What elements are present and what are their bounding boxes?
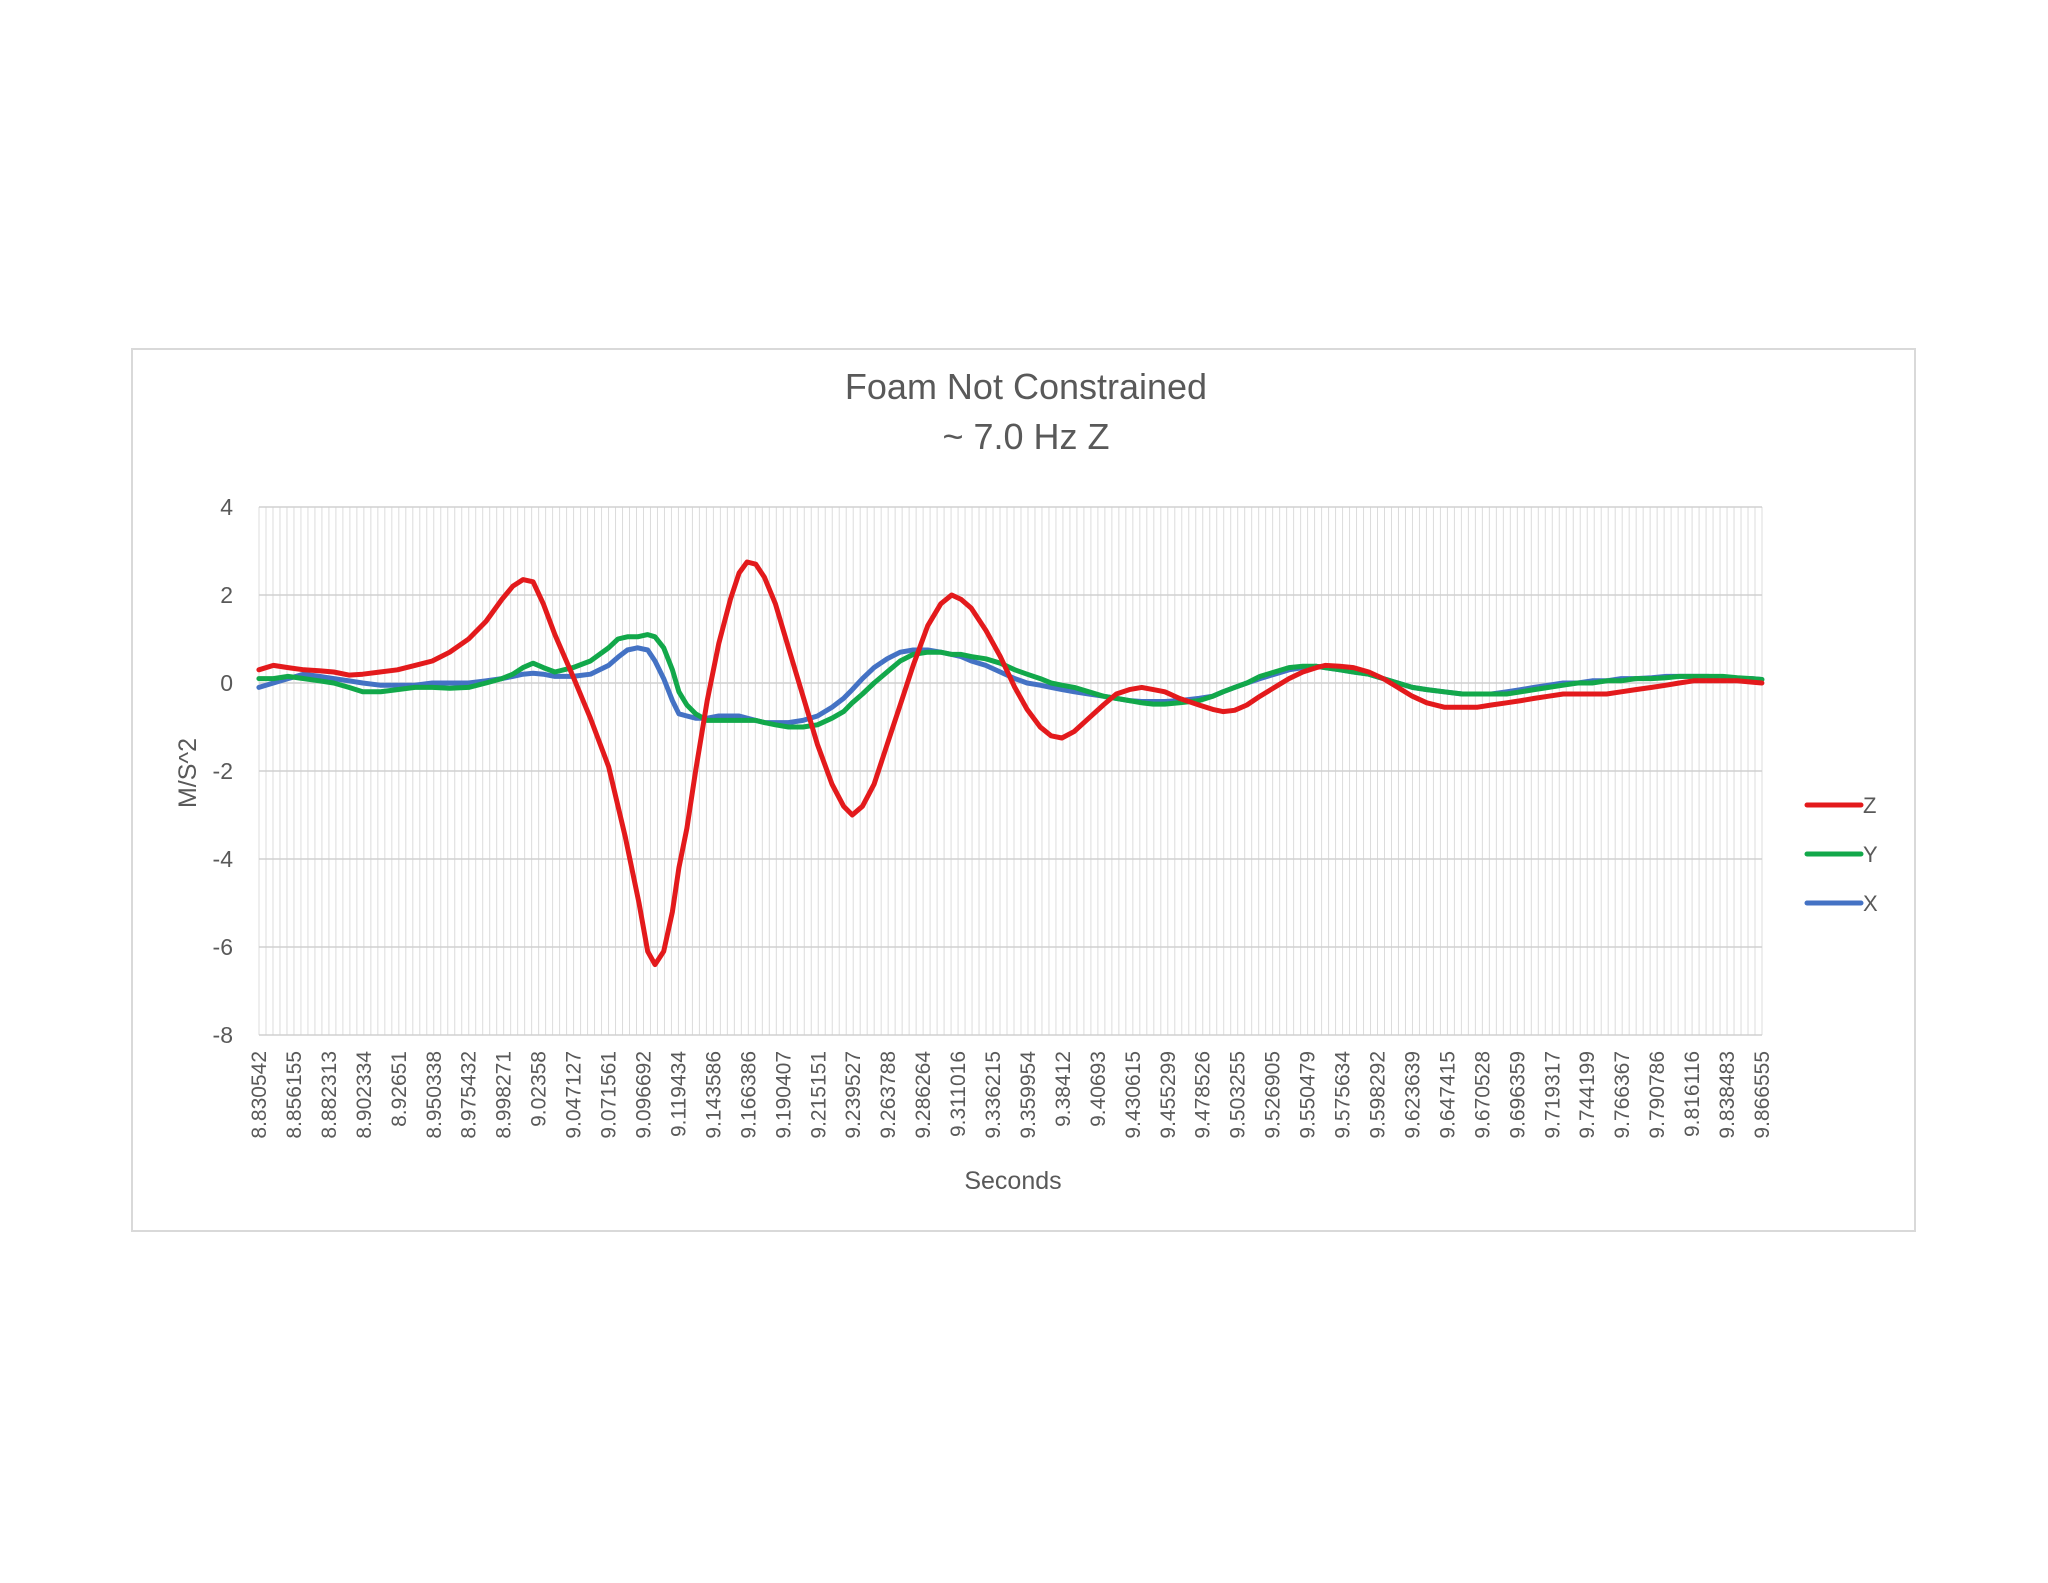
x-tick-label: 9.263788 bbox=[877, 1051, 900, 1139]
x-tick-label: 8.92651 bbox=[388, 1051, 411, 1127]
x-tick-label: 9.838483 bbox=[1716, 1051, 1739, 1139]
x-tick-label: 9.311016 bbox=[947, 1051, 970, 1137]
x-tick-label: 9.575634 bbox=[1332, 1051, 1355, 1139]
legend-label-y: Y bbox=[1863, 842, 1878, 867]
y-tick-label: -8 bbox=[213, 1022, 233, 1048]
y-tick-label: -4 bbox=[213, 846, 234, 872]
x-tick-label: 9.766367 bbox=[1611, 1051, 1634, 1139]
x-tick-label: 8.830542 bbox=[248, 1051, 271, 1139]
x-tick-label: 9.359954 bbox=[1017, 1051, 1040, 1139]
line-chart: Foam Not Constrained ~ 7.0 Hz Z 4 2 0 -2 -4 -… bbox=[174, 366, 1878, 1195]
x-tick-label: 9.623639 bbox=[1401, 1051, 1424, 1139]
x-axis-title: Seconds bbox=[964, 1167, 1061, 1195]
x-tick-label: 9.071561 bbox=[598, 1051, 621, 1139]
legend: ZYX bbox=[1804, 793, 1878, 916]
x-tick-label: 9.866555 bbox=[1751, 1051, 1774, 1139]
y-tick-label: 4 bbox=[220, 494, 233, 520]
series-line-z bbox=[256, 559, 1765, 968]
x-tick-label: 9.526905 bbox=[1262, 1051, 1285, 1139]
x-tick-label: 8.975432 bbox=[458, 1051, 481, 1139]
legend-label-x: X bbox=[1863, 891, 1878, 916]
y-tick-label: 0 bbox=[220, 670, 233, 696]
x-tick-label: 8.950338 bbox=[423, 1051, 446, 1139]
x-tick-label: 8.998271 bbox=[493, 1051, 516, 1139]
x-tick-label: 9.719317 bbox=[1541, 1051, 1564, 1139]
x-tick-label: 9.744199 bbox=[1576, 1051, 1599, 1139]
x-tick-label: 9.38412 bbox=[1052, 1051, 1075, 1127]
x-tick-label: 9.647415 bbox=[1436, 1051, 1459, 1139]
x-tick-label: 9.430615 bbox=[1122, 1051, 1145, 1139]
x-tick-label: 9.670528 bbox=[1471, 1051, 1494, 1139]
x-tick-label: 9.336215 bbox=[982, 1051, 1005, 1139]
x-tick-label: 9.40693 bbox=[1087, 1051, 1110, 1127]
legend-label-z: Z bbox=[1863, 793, 1876, 818]
x-tick-label: 9.215151 bbox=[807, 1051, 830, 1139]
x-tick-label: 9.816116 bbox=[1681, 1051, 1704, 1137]
y-tick-label: -2 bbox=[213, 758, 233, 784]
x-tick-label: 9.119434 bbox=[667, 1051, 690, 1137]
series-line-y bbox=[256, 632, 1765, 730]
gridlines bbox=[258, 506, 1763, 1036]
x-tick-label: 8.856155 bbox=[283, 1051, 306, 1139]
y-axis-ticks: 4 2 0 -2 -4 -6 -8 bbox=[213, 494, 234, 1048]
x-tick-label: 8.902334 bbox=[353, 1051, 376, 1139]
x-axis-ticks: 8.830542 8.856155 8.882313 8.902334 8.92651 8… bbox=[248, 1051, 1774, 1139]
x-tick-label: 9.550479 bbox=[1297, 1051, 1320, 1139]
chart-title: Foam Not Constrained bbox=[845, 366, 1207, 407]
x-tick-label: 9.239527 bbox=[842, 1051, 865, 1139]
x-tick-label: 9.047127 bbox=[563, 1051, 586, 1139]
x-tick-label: 9.790786 bbox=[1646, 1051, 1669, 1139]
x-tick-label: 8.882313 bbox=[318, 1051, 341, 1139]
y-tick-label: 2 bbox=[220, 582, 233, 608]
chart-frame: Foam Not Constrained ~ 7.0 Hz Z 4 2 0 -2 -4 -… bbox=[131, 348, 1916, 1232]
x-tick-label: 9.166386 bbox=[737, 1051, 760, 1139]
x-tick-label: 9.190407 bbox=[772, 1051, 795, 1139]
x-tick-label: 9.455299 bbox=[1157, 1051, 1180, 1139]
x-tick-label: 9.598292 bbox=[1367, 1051, 1390, 1139]
x-tick-label: 9.286264 bbox=[912, 1051, 935, 1139]
x-tick-label: 9.503255 bbox=[1227, 1051, 1250, 1139]
x-tick-label: 9.02358 bbox=[528, 1051, 551, 1127]
series-lines bbox=[256, 559, 1765, 968]
chart-subtitle: ~ 7.0 Hz Z bbox=[942, 416, 1109, 457]
y-tick-label: -6 bbox=[213, 934, 233, 960]
y-axis-title: M/S^2 bbox=[174, 738, 202, 808]
x-tick-label: 9.096692 bbox=[632, 1051, 655, 1139]
x-tick-label: 9.478526 bbox=[1192, 1051, 1215, 1139]
x-tick-label: 9.696359 bbox=[1506, 1051, 1529, 1139]
x-tick-label: 9.143586 bbox=[702, 1051, 725, 1139]
